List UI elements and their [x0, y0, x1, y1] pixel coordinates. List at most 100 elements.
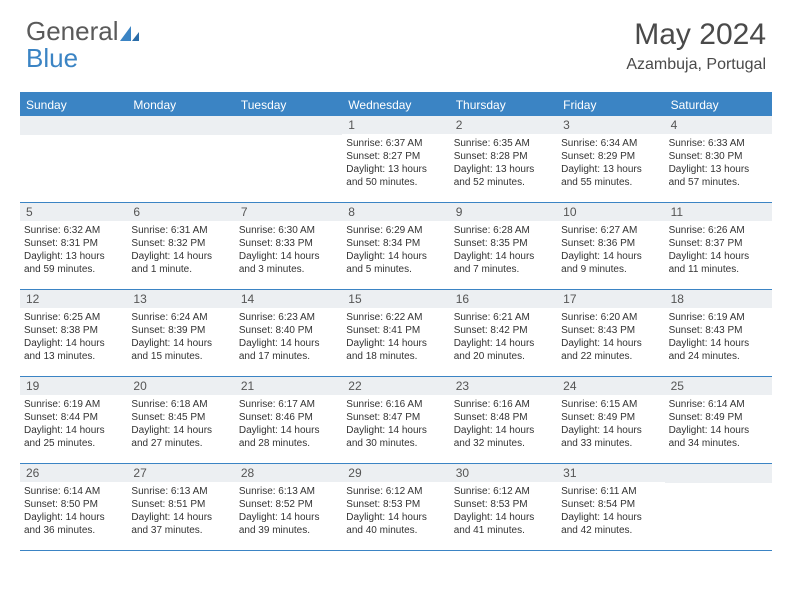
- week-row: 26Sunrise: 6:14 AMSunset: 8:50 PMDayligh…: [20, 464, 772, 551]
- title-block: May 2024 Azambuja, Portugal: [626, 18, 766, 74]
- sunrise-line: Sunrise: 6:35 AM: [454, 137, 553, 150]
- day-cell: 9Sunrise: 6:28 AMSunset: 8:35 PMDaylight…: [450, 203, 557, 289]
- day-details: Sunrise: 6:21 AMSunset: 8:42 PMDaylight:…: [450, 308, 557, 367]
- logo: General Blue: [26, 18, 141, 72]
- day-number: 13: [127, 290, 234, 308]
- day-cell: 4Sunrise: 6:33 AMSunset: 8:30 PMDaylight…: [665, 116, 772, 202]
- day-cell: 3Sunrise: 6:34 AMSunset: 8:29 PMDaylight…: [557, 116, 664, 202]
- sunset-line: Sunset: 8:32 PM: [131, 237, 230, 250]
- sunrise-line: Sunrise: 6:13 AM: [131, 485, 230, 498]
- day-details: Sunrise: 6:33 AMSunset: 8:30 PMDaylight:…: [665, 134, 772, 193]
- daylight-line: Daylight: 14 hours and 36 minutes.: [24, 511, 123, 537]
- sunrise-line: Sunrise: 6:29 AM: [346, 224, 445, 237]
- sunrise-line: Sunrise: 6:17 AM: [239, 398, 338, 411]
- day-details: Sunrise: 6:12 AMSunset: 8:53 PMDaylight:…: [450, 482, 557, 541]
- day-empty: [20, 116, 127, 202]
- header: General Blue May 2024 Azambuja, Portugal: [20, 18, 772, 74]
- sunrise-line: Sunrise: 6:37 AM: [346, 137, 445, 150]
- sunset-line: Sunset: 8:37 PM: [669, 237, 768, 250]
- sunrise-line: Sunrise: 6:24 AM: [131, 311, 230, 324]
- sunrise-line: Sunrise: 6:18 AM: [131, 398, 230, 411]
- day-cell: 14Sunrise: 6:23 AMSunset: 8:40 PMDayligh…: [235, 290, 342, 376]
- day-empty: [235, 116, 342, 202]
- day-details: Sunrise: 6:17 AMSunset: 8:46 PMDaylight:…: [235, 395, 342, 454]
- day-number: 15: [342, 290, 449, 308]
- sunrise-line: Sunrise: 6:14 AM: [669, 398, 768, 411]
- sunset-line: Sunset: 8:27 PM: [346, 150, 445, 163]
- day-number: 4: [665, 116, 772, 134]
- day-details: Sunrise: 6:24 AMSunset: 8:39 PMDaylight:…: [127, 308, 234, 367]
- daylight-line: Daylight: 14 hours and 25 minutes.: [24, 424, 123, 450]
- day-cell: 15Sunrise: 6:22 AMSunset: 8:41 PMDayligh…: [342, 290, 449, 376]
- sunset-line: Sunset: 8:49 PM: [561, 411, 660, 424]
- daylight-line: Daylight: 14 hours and 1 minute.: [131, 250, 230, 276]
- day-empty: [665, 464, 772, 550]
- day-number: 11: [665, 203, 772, 221]
- day-cell: 30Sunrise: 6:12 AMSunset: 8:53 PMDayligh…: [450, 464, 557, 550]
- sunset-line: Sunset: 8:30 PM: [669, 150, 768, 163]
- logo-sail-icon: [119, 24, 141, 42]
- sunset-line: Sunset: 8:39 PM: [131, 324, 230, 337]
- sunset-line: Sunset: 8:34 PM: [346, 237, 445, 250]
- daylight-line: Daylight: 14 hours and 15 minutes.: [131, 337, 230, 363]
- day-details: Sunrise: 6:34 AMSunset: 8:29 PMDaylight:…: [557, 134, 664, 193]
- sunrise-line: Sunrise: 6:25 AM: [24, 311, 123, 324]
- sunset-line: Sunset: 8:47 PM: [346, 411, 445, 424]
- day-number: 16: [450, 290, 557, 308]
- sunrise-line: Sunrise: 6:33 AM: [669, 137, 768, 150]
- day-cell: 27Sunrise: 6:13 AMSunset: 8:51 PMDayligh…: [127, 464, 234, 550]
- day-number: 14: [235, 290, 342, 308]
- sunset-line: Sunset: 8:48 PM: [454, 411, 553, 424]
- daylight-line: Daylight: 14 hours and 32 minutes.: [454, 424, 553, 450]
- day-number: 23: [450, 377, 557, 395]
- sunrise-line: Sunrise: 6:21 AM: [454, 311, 553, 324]
- sunrise-line: Sunrise: 6:15 AM: [561, 398, 660, 411]
- day-number: 21: [235, 377, 342, 395]
- sunset-line: Sunset: 8:50 PM: [24, 498, 123, 511]
- sunrise-line: Sunrise: 6:11 AM: [561, 485, 660, 498]
- day-cell: 29Sunrise: 6:12 AMSunset: 8:53 PMDayligh…: [342, 464, 449, 550]
- day-number: 19: [20, 377, 127, 395]
- day-number: 30: [450, 464, 557, 482]
- day-cell: 17Sunrise: 6:20 AMSunset: 8:43 PMDayligh…: [557, 290, 664, 376]
- daylight-line: Daylight: 14 hours and 42 minutes.: [561, 511, 660, 537]
- sunset-line: Sunset: 8:36 PM: [561, 237, 660, 250]
- sunset-line: Sunset: 8:38 PM: [24, 324, 123, 337]
- day-cell: 19Sunrise: 6:19 AMSunset: 8:44 PMDayligh…: [20, 377, 127, 463]
- day-number: 17: [557, 290, 664, 308]
- weekday-wednesday: Wednesday: [342, 94, 449, 116]
- calendar: SundayMondayTuesdayWednesdayThursdayFrid…: [20, 92, 772, 551]
- day-details: Sunrise: 6:12 AMSunset: 8:53 PMDaylight:…: [342, 482, 449, 541]
- day-details: Sunrise: 6:14 AMSunset: 8:50 PMDaylight:…: [20, 482, 127, 541]
- day-details: Sunrise: 6:20 AMSunset: 8:43 PMDaylight:…: [557, 308, 664, 367]
- day-details: Sunrise: 6:18 AMSunset: 8:45 PMDaylight:…: [127, 395, 234, 454]
- daylight-line: Daylight: 14 hours and 39 minutes.: [239, 511, 338, 537]
- week-row: 1Sunrise: 6:37 AMSunset: 8:27 PMDaylight…: [20, 116, 772, 203]
- sunset-line: Sunset: 8:49 PM: [669, 411, 768, 424]
- daylight-line: Daylight: 14 hours and 33 minutes.: [561, 424, 660, 450]
- day-number: [665, 464, 772, 483]
- day-details: Sunrise: 6:35 AMSunset: 8:28 PMDaylight:…: [450, 134, 557, 193]
- logo-part2: Blue: [26, 43, 78, 73]
- sunrise-line: Sunrise: 6:32 AM: [24, 224, 123, 237]
- day-number: 10: [557, 203, 664, 221]
- weeks-container: 1Sunrise: 6:37 AMSunset: 8:27 PMDaylight…: [20, 116, 772, 551]
- sunset-line: Sunset: 8:44 PM: [24, 411, 123, 424]
- location: Azambuja, Portugal: [626, 56, 766, 74]
- day-number: 31: [557, 464, 664, 482]
- day-cell: 23Sunrise: 6:16 AMSunset: 8:48 PMDayligh…: [450, 377, 557, 463]
- daylight-line: Daylight: 14 hours and 27 minutes.: [131, 424, 230, 450]
- day-details: Sunrise: 6:32 AMSunset: 8:31 PMDaylight:…: [20, 221, 127, 280]
- sunset-line: Sunset: 8:31 PM: [24, 237, 123, 250]
- day-number: 3: [557, 116, 664, 134]
- daylight-line: Daylight: 14 hours and 41 minutes.: [454, 511, 553, 537]
- day-number: 20: [127, 377, 234, 395]
- weekday-friday: Friday: [557, 94, 664, 116]
- sunset-line: Sunset: 8:43 PM: [561, 324, 660, 337]
- sunrise-line: Sunrise: 6:31 AM: [131, 224, 230, 237]
- day-number: 9: [450, 203, 557, 221]
- day-details: Sunrise: 6:13 AMSunset: 8:51 PMDaylight:…: [127, 482, 234, 541]
- day-cell: 31Sunrise: 6:11 AMSunset: 8:54 PMDayligh…: [557, 464, 664, 550]
- day-details: Sunrise: 6:19 AMSunset: 8:44 PMDaylight:…: [20, 395, 127, 454]
- day-cell: 12Sunrise: 6:25 AMSunset: 8:38 PMDayligh…: [20, 290, 127, 376]
